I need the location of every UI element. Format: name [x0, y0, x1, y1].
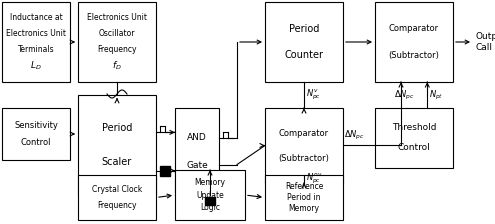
Text: $f_D$: $f_D$ — [112, 60, 122, 72]
Bar — [375, 108, 453, 168]
Text: Terminals: Terminals — [18, 45, 54, 54]
Text: (Subtractor): (Subtractor) — [389, 51, 440, 60]
Bar — [160, 166, 170, 176]
Text: Crystal Clock: Crystal Clock — [92, 185, 142, 194]
Bar — [265, 108, 343, 183]
Text: Scaler: Scaler — [102, 157, 132, 167]
Text: Control: Control — [397, 144, 430, 153]
Text: Inductance at: Inductance at — [9, 13, 62, 22]
Bar — [2, 108, 70, 160]
Text: Memory: Memory — [195, 178, 226, 187]
Text: Threshold: Threshold — [392, 123, 436, 133]
Text: Period: Period — [289, 24, 319, 34]
Bar — [175, 108, 219, 195]
Bar — [265, 2, 343, 82]
Text: Counter: Counter — [285, 50, 324, 60]
Text: Memory: Memory — [289, 204, 319, 213]
Text: Electronics Unit: Electronics Unit — [87, 13, 147, 22]
Bar — [78, 2, 156, 82]
Bar — [2, 2, 70, 82]
Text: Logic: Logic — [200, 203, 220, 212]
Text: AND: AND — [187, 133, 207, 142]
Text: Frequency: Frequency — [97, 200, 137, 209]
Bar — [78, 175, 156, 220]
Text: Comparator: Comparator — [279, 129, 329, 138]
Text: Comparator: Comparator — [389, 24, 439, 33]
Text: $N_{pt}$: $N_{pt}$ — [429, 88, 444, 101]
Text: $N_{pc}^{\,nv}$: $N_{pc}^{\,nv}$ — [306, 172, 323, 186]
Bar — [375, 2, 453, 82]
Bar — [265, 175, 343, 220]
Text: Control: Control — [21, 138, 51, 147]
Text: Frequency: Frequency — [97, 45, 137, 54]
Bar — [78, 95, 156, 195]
Text: Update: Update — [196, 190, 224, 200]
Text: Reference: Reference — [285, 182, 323, 191]
Text: Electronics Unit: Electronics Unit — [6, 30, 66, 39]
Text: Gate: Gate — [186, 162, 208, 170]
Text: (Subtractor): (Subtractor) — [279, 153, 330, 162]
Bar — [205, 197, 215, 205]
Text: $N_{pc}^{\,v}$: $N_{pc}^{\,v}$ — [306, 88, 321, 102]
Text: $\Delta N_{pc}$: $\Delta N_{pc}$ — [395, 88, 415, 101]
Text: $\Delta N_{pc}$: $\Delta N_{pc}$ — [344, 129, 365, 142]
Text: Sensitivity: Sensitivity — [14, 121, 58, 130]
Bar — [175, 170, 245, 220]
Text: Period in: Period in — [287, 193, 321, 202]
Text: Output
Call: Output Call — [475, 32, 495, 52]
Text: $L_D$: $L_D$ — [30, 60, 42, 72]
Text: Oscillator: Oscillator — [99, 30, 135, 39]
Text: Period: Period — [102, 123, 132, 133]
